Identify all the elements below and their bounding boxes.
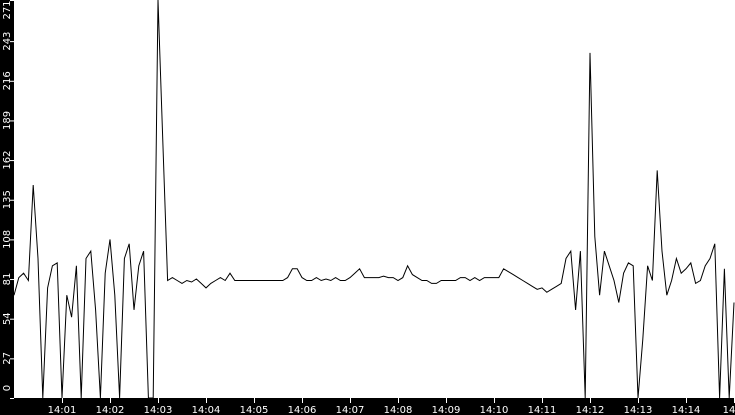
x-tick-label: 14:11	[528, 405, 557, 415]
x-tick-label: 14:10	[480, 405, 509, 415]
x-ticks: 14:01 14:02 14:03 14:04 14:05 14:06 14:07 14:08…	[48, 398, 735, 415]
x-axis	[0, 398, 735, 415]
y-ticks: 0 27 54 81 108 135 162 189 216 243 271	[2, 0, 14, 399]
y-tick-label: 54	[2, 312, 13, 325]
x-tick-label: 14:13	[624, 405, 653, 415]
x-tick-label: 14:12	[576, 405, 605, 415]
y-tick-label: 108	[2, 230, 13, 249]
y-tick-label: 81	[2, 273, 13, 286]
x-tick-label: 14:06	[288, 405, 317, 415]
y-tick-label: 243	[2, 32, 13, 51]
y-tick-label: 271	[2, 0, 13, 19]
x-tick-label: 14:05	[240, 405, 269, 415]
series-line	[13, 0, 735, 399]
x-tick-label: 14:04	[192, 405, 221, 415]
y-axis	[0, 0, 14, 398]
y-tick-label: 0	[2, 385, 13, 391]
y-tick-label: 135	[2, 190, 13, 209]
x-tick-label: 14:08	[384, 405, 413, 415]
x-tick-label: 14:09	[432, 405, 461, 415]
x-tick-label: 14:01	[48, 405, 77, 415]
x-tick-label: 14	[723, 405, 735, 415]
x-tick-label: 14:14	[672, 405, 701, 415]
y-tick-label: 189	[2, 111, 13, 130]
x-tick-label: 14:02	[96, 405, 125, 415]
y-tick-label: 162	[2, 151, 13, 170]
y-tick-label: 216	[2, 71, 13, 90]
x-tick-label: 14:03	[144, 405, 173, 415]
x-tick-label: 14:07	[336, 405, 365, 415]
y-tick-label: 27	[2, 352, 13, 365]
